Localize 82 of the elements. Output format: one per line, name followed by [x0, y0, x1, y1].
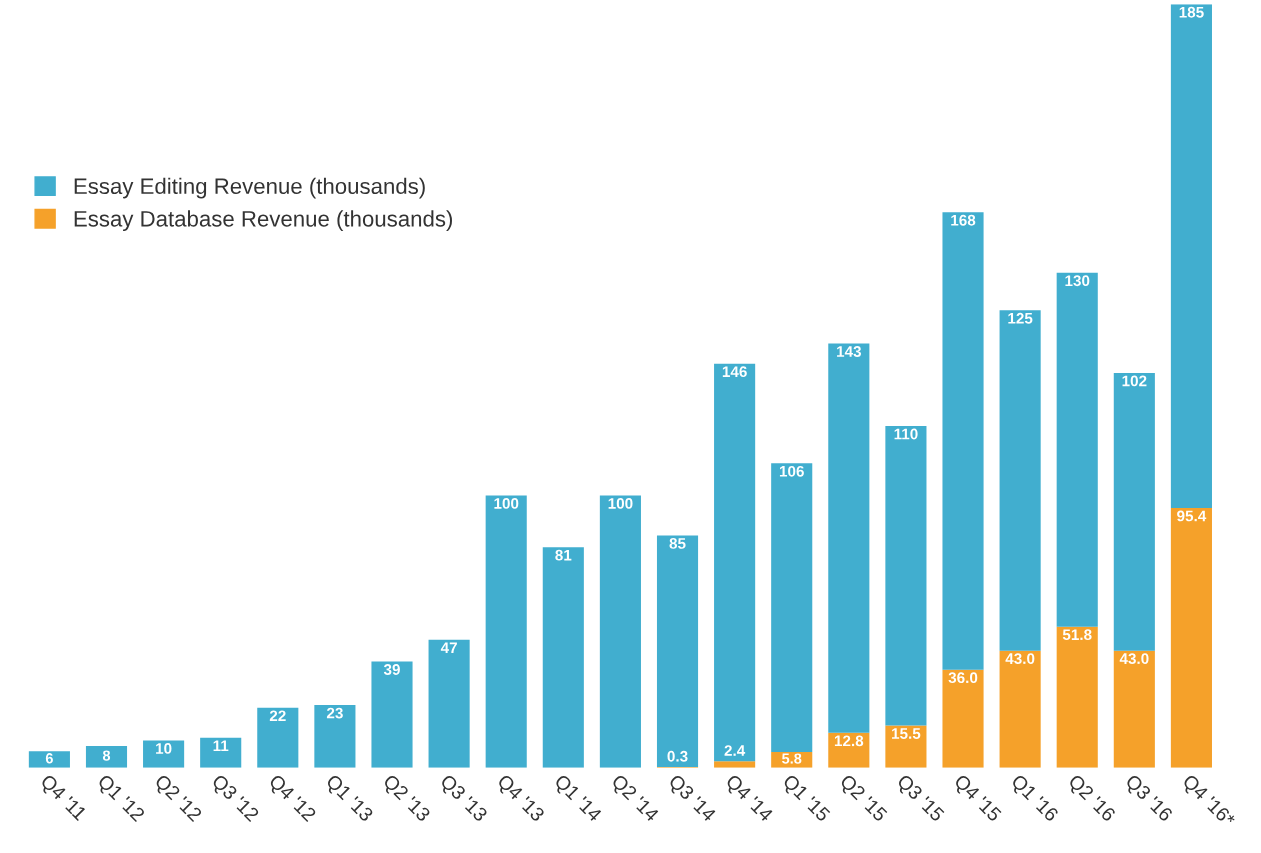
- legend-label: Essay Database Revenue (thousands): [74, 210, 452, 232]
- x-tick-label: Q1 '16: [1008, 773, 1060, 825]
- data-label: 2.4: [724, 745, 746, 756]
- data-label: 8: [102, 750, 111, 761]
- bar: [28, 751, 70, 768]
- bar: [942, 212, 984, 670]
- bar: [85, 745, 128, 768]
- data-label: 39: [383, 664, 400, 675]
- bar: [542, 547, 584, 768]
- bar: [885, 426, 927, 726]
- x-tick-label: Q4 '13: [494, 773, 546, 825]
- data-label: 106: [779, 465, 804, 477]
- bar: [1170, 4, 1212, 508]
- bar: [485, 495, 527, 768]
- data-label: 0.3: [667, 750, 688, 762]
- x-tick-label: Q4 '14: [722, 773, 774, 825]
- data-label: 5.8: [782, 753, 802, 764]
- x-tick-label: Q3 '16: [1122, 773, 1174, 825]
- bar: [371, 661, 413, 768]
- x-tick-label: Q2 '16: [1065, 773, 1117, 825]
- x-tick-label: Q2 '12: [151, 773, 203, 825]
- x-tick-label: Q4 '16*: [1179, 773, 1237, 831]
- data-label: 185: [1179, 6, 1204, 18]
- bar: [714, 363, 756, 762]
- x-tick-label: Q2 '14: [608, 773, 660, 825]
- legend-label: Essay Editing Revenue (thousands): [74, 177, 425, 199]
- x-tick-label: Q3 '13: [437, 773, 489, 825]
- data-label: 15.5: [892, 728, 921, 739]
- data-label: 102: [1122, 375, 1147, 387]
- data-label: 23: [326, 707, 343, 719]
- data-label: 11: [213, 740, 229, 751]
- data-label: 143: [837, 346, 862, 357]
- data-label: 100: [494, 498, 519, 509]
- x-tick-label: Q3 '14: [665, 773, 717, 825]
- data-label: 12.8: [834, 735, 864, 747]
- data-label: 130: [1065, 275, 1090, 287]
- data-label: 22: [269, 710, 286, 722]
- data-label: 146: [722, 366, 747, 378]
- bar: [143, 740, 185, 768]
- bar: [942, 669, 984, 768]
- x-tick-label: Q2 '13: [380, 773, 432, 825]
- bar: [714, 761, 756, 768]
- x-tick-label: Q4 '15: [951, 773, 1003, 825]
- data-label: 51.8: [1062, 629, 1092, 641]
- bar: [1056, 626, 1098, 768]
- bar: [885, 725, 927, 768]
- x-tick-label: Q1 '12: [94, 773, 146, 825]
- data-label: 6: [45, 753, 53, 764]
- data-label: 43.0: [1119, 653, 1149, 665]
- bar: [599, 495, 641, 768]
- x-tick-label: Q2 '15: [836, 773, 888, 825]
- bar: [656, 535, 699, 767]
- bar: [200, 737, 242, 768]
- data-label: 110: [894, 428, 918, 440]
- bar: [1056, 272, 1098, 627]
- bar: [257, 707, 299, 768]
- x-tick-label: Q3 '15: [894, 773, 946, 825]
- bar: [999, 310, 1041, 651]
- data-label: 10: [156, 743, 172, 754]
- bar: [428, 639, 470, 768]
- bar: [771, 463, 813, 752]
- bar: [1113, 650, 1155, 768]
- x-tick-label: Q4 '11: [37, 773, 88, 824]
- x-tick-label: Q1 '14: [551, 773, 603, 825]
- data-label: 47: [440, 642, 457, 653]
- bar: [828, 343, 870, 733]
- x-tick-label: Q4 '12: [265, 773, 317, 825]
- data-label: 95.4: [1177, 510, 1207, 522]
- x-tick-label: Q1 '13: [322, 773, 375, 825]
- data-label: 36.0: [948, 672, 978, 684]
- bar: [1170, 507, 1212, 768]
- bar: [314, 705, 356, 768]
- data-label: 168: [951, 214, 976, 226]
- data-label: 125: [1008, 312, 1033, 324]
- data-label: 85: [669, 538, 686, 549]
- data-label: 81: [555, 549, 572, 561]
- x-tick-label: Q3 '12: [208, 773, 260, 825]
- data-label: 100: [608, 498, 633, 509]
- bar: [1113, 372, 1155, 651]
- data-label: 43.0: [1005, 653, 1035, 665]
- bar: [999, 650, 1041, 768]
- x-tick-label: Q1 '15: [779, 773, 831, 825]
